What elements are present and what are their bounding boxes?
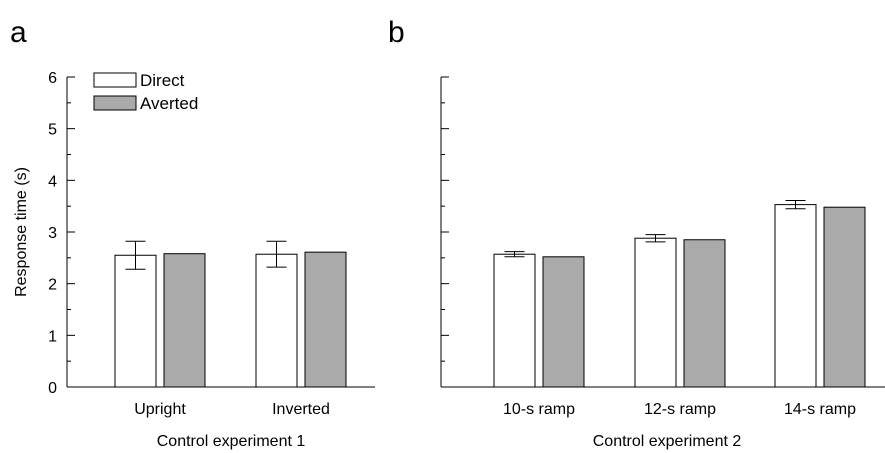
panel-a-y-tick-label: 2 xyxy=(48,277,57,294)
panel-b-x-axis-label: Control experiment 2 xyxy=(593,433,742,450)
panel-b-error-bar-1 xyxy=(504,251,525,258)
panel-b-bar-direct-3 xyxy=(774,204,817,388)
panel-a-bar-averted-2 xyxy=(304,251,347,388)
panel-b-category-label: 10-s ramp xyxy=(503,401,575,418)
panel-a-y-ticks: 0 1 2 3 4 5 6 xyxy=(48,70,75,397)
panel-a-category-label: Inverted xyxy=(272,401,330,418)
legend-swatch-direct xyxy=(93,72,137,88)
panel-a-y-tick-label: 5 xyxy=(48,122,57,139)
panel-b-y-ticks xyxy=(441,76,449,388)
panel-a-y-tick-label: 6 xyxy=(48,70,57,87)
legend-swatch-averted xyxy=(93,95,137,111)
panel-b-bar-direct-2 xyxy=(634,237,677,388)
panel-b-category-labels: 10-s ramp 12-s ramp 14-s ramp xyxy=(503,401,856,418)
panel-b-category-label: 14-s ramp xyxy=(784,401,856,418)
panel-a-bar-direct-1 xyxy=(114,254,157,388)
panel-a-y-tick-label: 3 xyxy=(48,225,57,242)
legend-label-direct: Direct xyxy=(140,71,185,90)
legend: Direct Averted xyxy=(93,71,198,113)
panel-a-y-tick-label: 0 xyxy=(48,380,57,397)
panel-a-bar-averted-1 xyxy=(163,253,206,388)
panel-b-chart: 10-s ramp 12-s ramp 14-s ramp Control expe… xyxy=(440,76,885,450)
legend-label-averted: Averted xyxy=(140,94,198,113)
panel-b-bar-direct-1 xyxy=(493,253,536,388)
panel-a-chart: 0 1 2 3 4 5 6 Upright Inverted Control experime… xyxy=(13,70,375,450)
panel-b-category-label: 12-s ramp xyxy=(644,401,716,418)
panel-a-bar-direct-2 xyxy=(255,253,298,388)
panel-a-y-axis-label: Response time (s) xyxy=(13,167,30,297)
panel-b-letter: b xyxy=(388,16,405,49)
panel-b-bars xyxy=(493,199,866,388)
panel-b-error-bar-2 xyxy=(645,234,666,243)
panel-a-x-axis-label: Control experiment 1 xyxy=(157,433,306,450)
panel-a-error-bar-1 xyxy=(125,240,146,270)
panel-a-bars xyxy=(114,240,347,388)
panel-b-bar-averted-2 xyxy=(683,239,726,388)
panel-b-error-bar-3 xyxy=(785,199,806,210)
panel-a-error-bar-2 xyxy=(266,240,287,268)
panel-b-bar-averted-3 xyxy=(823,206,866,388)
panel-a-category-labels: Upright Inverted xyxy=(134,401,330,418)
panel-a-y-tick-label: 1 xyxy=(48,328,57,345)
panel-a-y-tick-label: 4 xyxy=(48,173,57,190)
panel-b-bar-averted-1 xyxy=(542,256,585,388)
panel-a-letter: a xyxy=(10,16,27,49)
panel-a-category-label: Upright xyxy=(134,401,186,418)
